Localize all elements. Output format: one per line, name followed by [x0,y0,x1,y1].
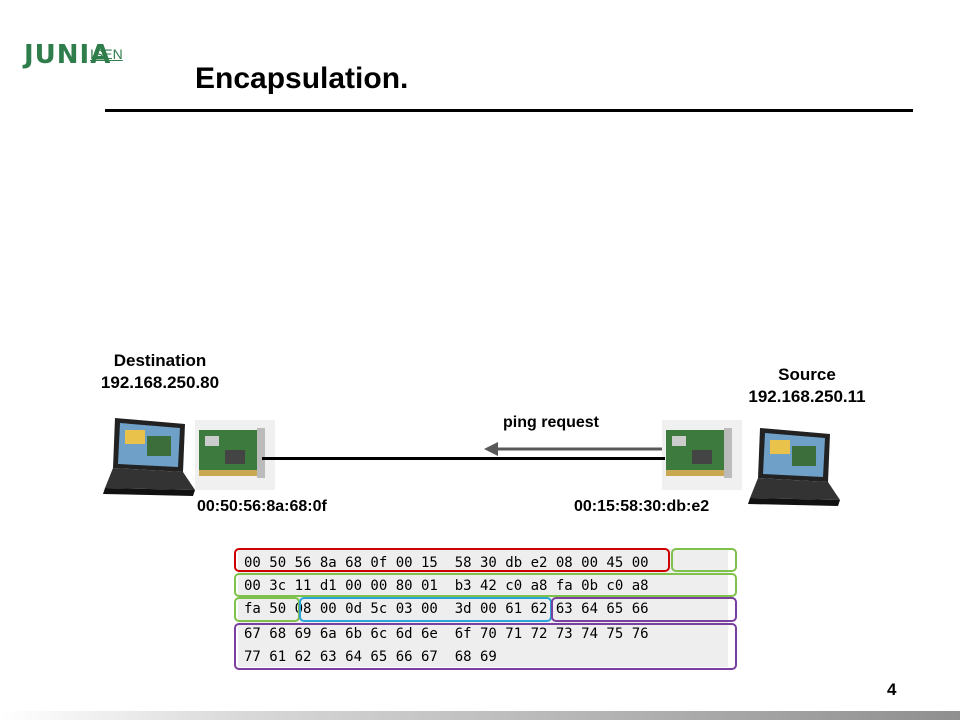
ip-header-frame [234,573,737,597]
source-nic-icon [662,420,742,490]
page-number: 4 [887,680,897,699]
junia-logo: JUNIA [24,40,112,70]
hexdump-row: 77 61 62 63 64 65 66 67 68 69 [244,649,497,665]
footer-gradient-bar [0,711,960,720]
destination-block: Destination 192.168.250.80 [70,350,250,394]
destination-ip: 192.168.250.80 [100,373,220,392]
hexdump-row: 00 3c 11 d1 00 00 80 01 b3 42 c0 a8 fa 0… [244,578,649,594]
destination-mac: 00:50:56:8a:68:0f [197,498,327,515]
hexdump-row: 00 50 56 8a 68 0f 00 15 58 30 db e2 08 0… [244,555,649,571]
network-link-line [262,457,665,460]
icmp-header-frame [299,597,552,622]
isen-logo: ISEN [90,46,123,62]
hexdump-row: fa 50 08 00 0d 5c 03 00 3d 00 61 62 63 6… [244,601,649,617]
destination-nic-icon [195,420,275,490]
data-payload-frame [551,597,737,622]
left-arrow-icon [484,442,662,456]
source-mac: 00:15:58:30:db:e2 [574,498,710,515]
source-block: Source 192.168.250.11 [717,364,897,408]
ip-header-frame [234,597,300,622]
title-underline [105,109,913,112]
hexdump-row: 67 68 69 6a 6b 6c 6d 6e 6f 70 71 72 73 7… [244,626,649,642]
source-laptop-icon [748,428,840,506]
destination-laptop-icon [103,418,195,496]
slide-title: Encapsulation. [195,62,409,95]
hexdump-background [238,549,728,667]
destination-label: Destination [113,351,207,370]
ping-request-label: ping request [503,414,600,431]
ethernet-header-frame [234,548,670,572]
ip-header-frame [671,548,737,572]
source-ip: 192.168.250.11 [748,387,866,406]
source-label: Source [778,365,836,384]
data-payload-frame [234,623,737,670]
